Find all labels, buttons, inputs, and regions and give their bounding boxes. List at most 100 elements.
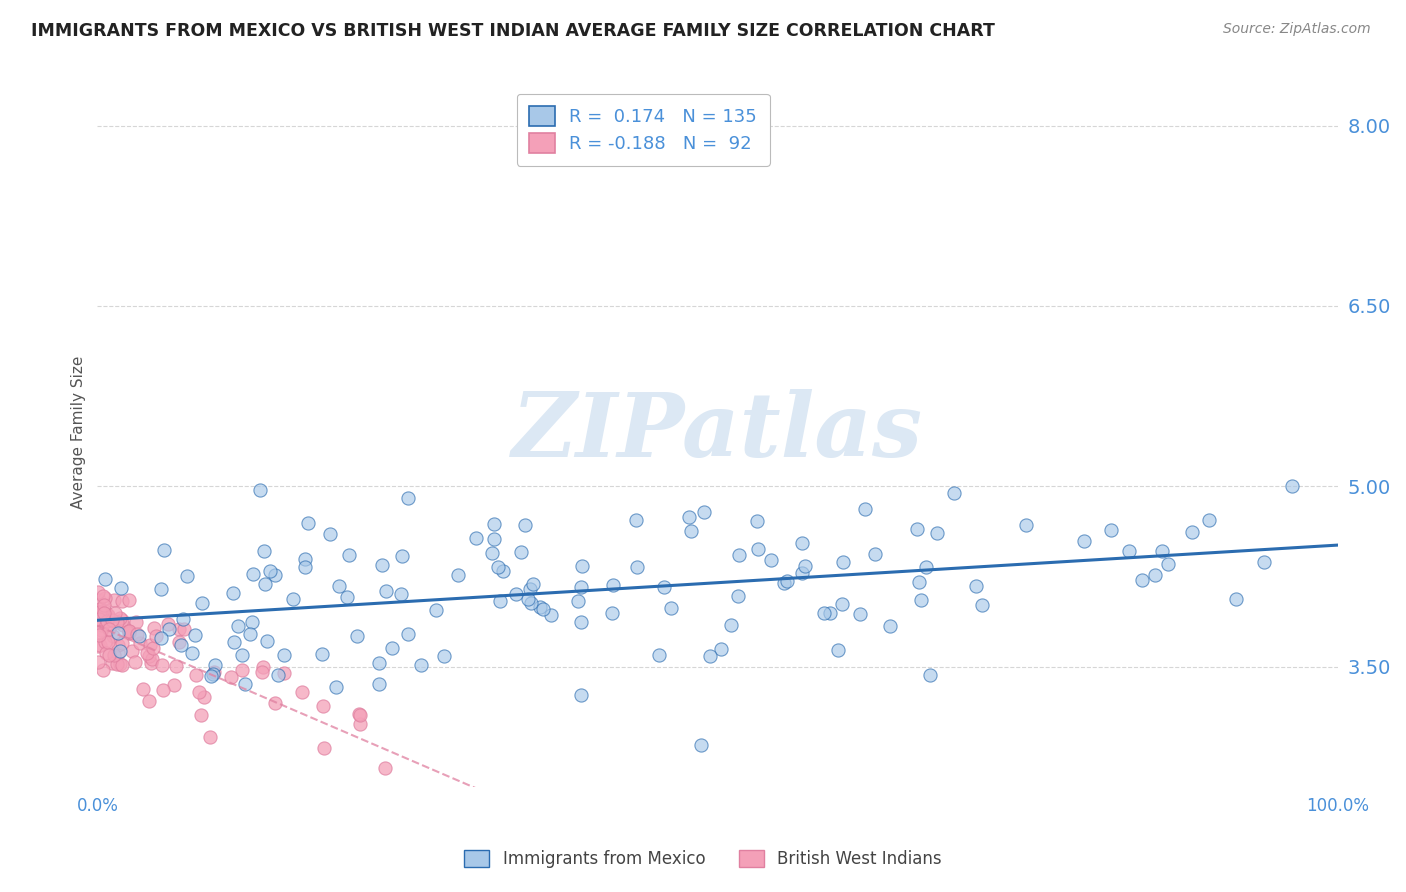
Point (396, 627, 419, 641)
Point (1157, 557, 1180, 571)
Legend: Immigrants from Mexico, British West Indians: Immigrants from Mexico, British West Ind… (458, 843, 948, 875)
Point (1253, 555, 1275, 569)
Point (118, 624, 141, 639)
Point (152, 682, 174, 697)
Point (652, 580, 675, 594)
Point (235, 676, 257, 690)
Point (297, 516, 319, 530)
Point (87, 593, 110, 607)
Text: ZIPatlas: ZIPatlas (512, 389, 924, 475)
Point (692, 505, 714, 519)
Point (569, 689, 592, 703)
Point (509, 545, 531, 559)
Point (97, 648, 120, 662)
Point (222, 586, 245, 600)
Point (94, 646, 117, 660)
Point (1073, 534, 1095, 549)
Point (193, 690, 215, 704)
Point (103, 592, 125, 607)
Point (375, 584, 398, 599)
Point (336, 590, 359, 604)
Point (727, 589, 749, 603)
Point (226, 618, 249, 632)
Point (142, 641, 165, 656)
Point (832, 555, 855, 569)
Point (157, 622, 180, 636)
Point (699, 649, 721, 664)
Point (855, 502, 877, 516)
Point (200, 669, 222, 683)
Point (253, 544, 276, 558)
Point (267, 668, 290, 682)
Point (91, 589, 114, 603)
Point (105, 615, 128, 629)
Point (202, 665, 225, 680)
Point (96, 614, 118, 628)
Point (98, 622, 121, 636)
Point (181, 646, 204, 660)
Point (97, 609, 120, 624)
Point (1198, 513, 1220, 527)
Point (157, 617, 180, 632)
Point (1225, 592, 1247, 607)
Point (349, 708, 371, 723)
Point (325, 680, 347, 694)
Point (89, 605, 111, 619)
Point (107, 639, 129, 653)
Point (281, 591, 304, 606)
Point (184, 628, 207, 642)
Point (1181, 525, 1204, 540)
Point (831, 597, 853, 611)
Point (482, 517, 505, 532)
Point (720, 618, 742, 632)
Point (231, 663, 253, 677)
Point (136, 646, 159, 660)
Point (204, 658, 226, 673)
Text: IMMIGRANTS FROM MEXICO VS BRITISH WEST INDIAN AVERAGE FAMILY SIZE CORRELATION CH: IMMIGRANTS FROM MEXICO VS BRITISH WEST I… (31, 22, 995, 40)
Point (118, 625, 141, 640)
Point (433, 649, 456, 664)
Point (96, 617, 118, 632)
Point (173, 622, 195, 636)
Point (264, 696, 287, 710)
Point (242, 615, 264, 630)
Point (747, 541, 769, 556)
Point (97, 608, 120, 623)
Point (107, 625, 129, 640)
Point (187, 685, 209, 699)
Point (191, 596, 214, 610)
Point (776, 574, 799, 588)
Point (346, 629, 368, 643)
Point (91, 618, 114, 632)
Point (150, 658, 173, 673)
Point (529, 600, 551, 615)
Point (169, 635, 191, 649)
Point (531, 602, 554, 616)
Point (107, 646, 129, 660)
Point (201, 667, 224, 681)
Point (190, 708, 212, 723)
Point (516, 592, 538, 607)
Point (759, 553, 782, 567)
Point (513, 517, 536, 532)
Point (121, 644, 143, 658)
Point (943, 485, 966, 500)
Point (972, 599, 994, 613)
Point (319, 527, 342, 541)
Point (87, 656, 110, 670)
Point (813, 606, 835, 620)
Point (91, 664, 114, 678)
Point (145, 629, 167, 643)
Point (540, 608, 562, 623)
Point (93, 606, 115, 620)
Point (927, 525, 949, 540)
Point (790, 566, 813, 580)
Point (250, 665, 273, 680)
Point (291, 685, 314, 699)
Point (89, 602, 111, 616)
Point (118, 624, 141, 638)
Point (139, 638, 162, 652)
Point (827, 643, 849, 657)
Point (142, 621, 165, 635)
Point (128, 629, 150, 643)
